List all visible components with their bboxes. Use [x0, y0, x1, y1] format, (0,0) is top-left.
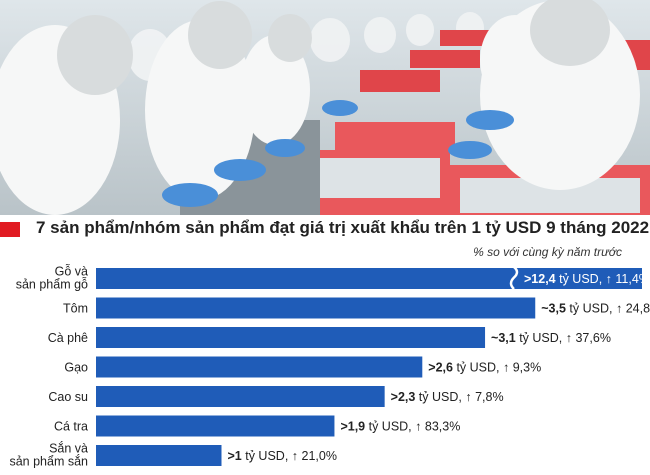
bar	[96, 445, 222, 466]
bar	[96, 268, 642, 289]
category-label: Tôm	[63, 302, 88, 316]
category-label: Gỗ và sản phẩm gỗ	[16, 264, 88, 292]
value-label: >1,9 tỷ USD, ↑ 83,3%	[340, 420, 460, 434]
bar	[96, 327, 486, 348]
bar	[96, 297, 536, 319]
chart-title: 7 sản phẩm/nhóm sản phẩm đạt giá trị xuấ…	[36, 218, 650, 237]
title-marker	[0, 222, 20, 237]
shrimp-processing-factory-photo-icon	[0, 0, 650, 215]
bar-chart: Gỗ và sản phẩm gỗ >12,4 tỷ USD, ↑ 11,4% Tôm…	[9, 264, 650, 469]
category-label: Gạo	[64, 361, 88, 375]
value-label: >12,4 tỷ USD, ↑ 11,4%	[524, 272, 650, 286]
category-label: Sắn và sản phẩm sắn	[9, 441, 88, 469]
category-label: Cao su	[48, 390, 88, 404]
title-row: 7 sản phẩm/nhóm sản phẩm đạt giá trị xuấ…	[0, 216, 650, 244]
chart-subtitle: % so với cùng kỳ năm trước	[473, 245, 622, 259]
bar	[96, 415, 335, 437]
value-label: ~3,5 tỷ USD, ↑ 24,8%	[541, 302, 650, 316]
value-label: ~3,1 tỷ USD, ↑ 37,6%	[491, 331, 611, 345]
value-label: >2,3 tỷ USD, ↑ 7,8%	[391, 390, 504, 404]
bar	[96, 386, 385, 407]
value-label: >2,6 tỷ USD, ↑ 9,3%	[428, 361, 541, 375]
category-label: Cá tra	[54, 420, 88, 434]
value-label: >1 tỷ USD, ↑ 21,0%	[228, 449, 337, 463]
bar	[96, 356, 423, 378]
category-label: Cà phê	[48, 331, 88, 345]
axis-break	[509, 266, 519, 290]
factory-photo	[0, 0, 650, 215]
